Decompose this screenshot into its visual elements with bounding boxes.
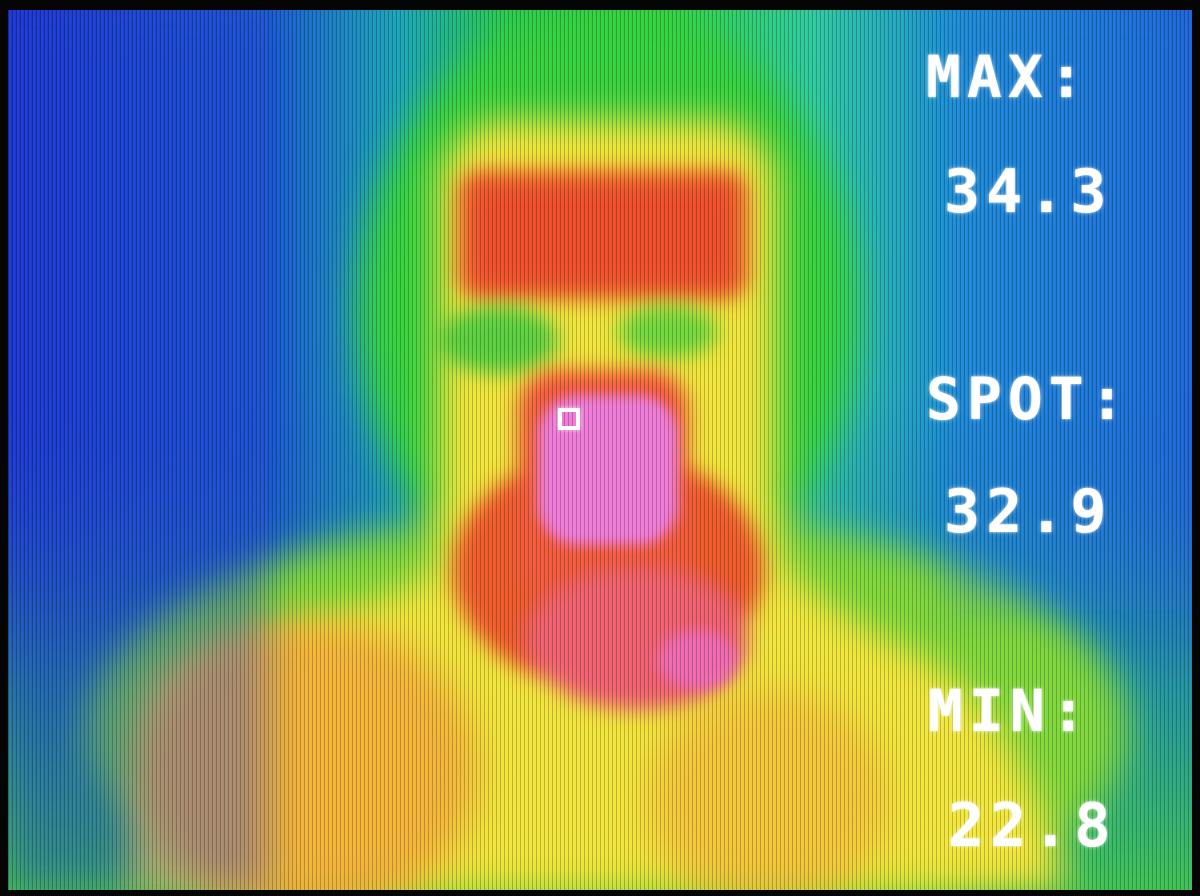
thermal-display: MAX: 34.3 SPOT: 32.9 MIN: 22.8 bbox=[8, 10, 1192, 890]
spot-temperature-label: SPOT: bbox=[926, 365, 1131, 433]
min-temperature-value: 22.8 bbox=[948, 791, 1117, 861]
thermal-image bbox=[8, 10, 1192, 890]
spot-temperature-value: 32.9 bbox=[944, 477, 1113, 547]
min-temperature-label: MIN: bbox=[928, 677, 1092, 745]
max-temperature-label: MAX: bbox=[926, 43, 1090, 111]
max-temperature-value: 34.3 bbox=[944, 157, 1113, 227]
spot-crosshair-marker bbox=[558, 408, 580, 430]
